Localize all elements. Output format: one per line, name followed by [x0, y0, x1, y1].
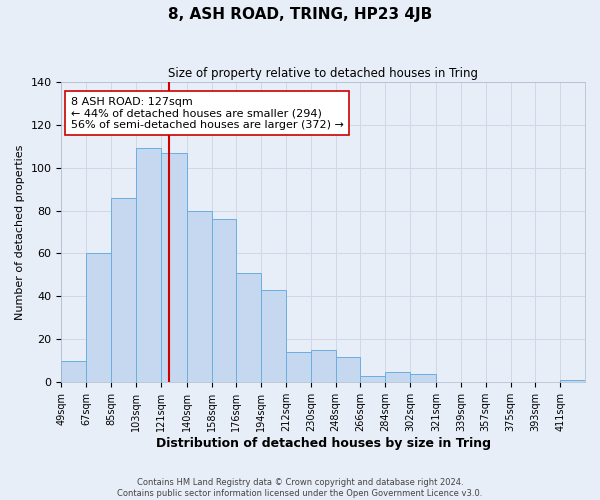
- Bar: [385, 372, 410, 382]
- Bar: [286, 352, 311, 382]
- Bar: [187, 210, 212, 382]
- Bar: [136, 148, 161, 382]
- Bar: [212, 219, 236, 382]
- Text: Contains HM Land Registry data © Crown copyright and database right 2024.
Contai: Contains HM Land Registry data © Crown c…: [118, 478, 482, 498]
- Bar: [161, 152, 187, 382]
- Text: 8, ASH ROAD, TRING, HP23 4JB: 8, ASH ROAD, TRING, HP23 4JB: [168, 8, 432, 22]
- Bar: [61, 361, 86, 382]
- Bar: [560, 380, 585, 382]
- Bar: [410, 374, 436, 382]
- Text: 8 ASH ROAD: 127sqm
← 44% of detached houses are smaller (294)
56% of semi-detach: 8 ASH ROAD: 127sqm ← 44% of detached hou…: [71, 96, 344, 130]
- Bar: [361, 376, 385, 382]
- Bar: [86, 254, 111, 382]
- Bar: [335, 356, 361, 382]
- Bar: [311, 350, 335, 382]
- Bar: [111, 198, 136, 382]
- X-axis label: Distribution of detached houses by size in Tring: Distribution of detached houses by size …: [156, 437, 491, 450]
- Title: Size of property relative to detached houses in Tring: Size of property relative to detached ho…: [168, 68, 478, 80]
- Bar: [261, 290, 286, 382]
- Bar: [236, 273, 261, 382]
- Y-axis label: Number of detached properties: Number of detached properties: [15, 144, 25, 320]
